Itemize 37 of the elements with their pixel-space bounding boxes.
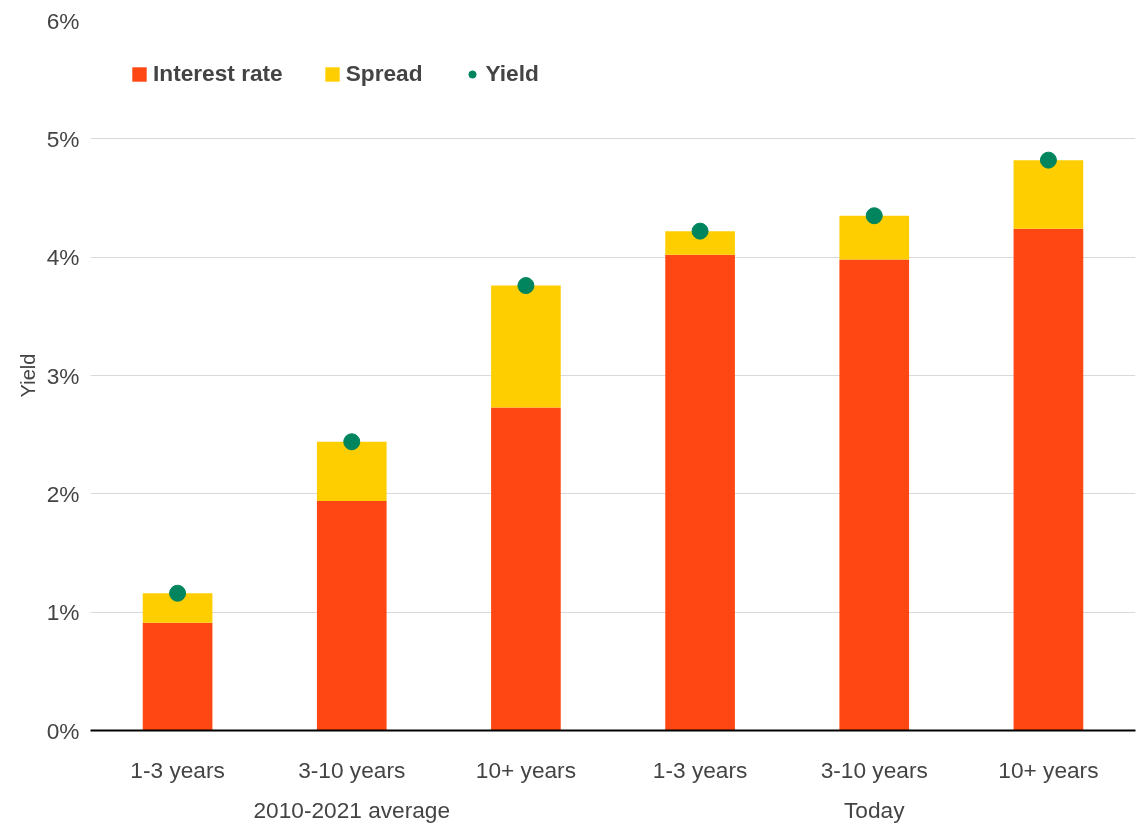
y-tick-label: 6% — [46, 7, 80, 34]
bar — [316, 441, 387, 501]
bar — [316, 500, 387, 731]
x-tick-label: 10+ years — [998, 756, 1099, 783]
legend-label: Spread — [345, 60, 423, 87]
bar — [142, 622, 213, 731]
bar — [1013, 160, 1084, 229]
y-axis-title: Yield — [16, 353, 39, 398]
y-tick-label: 3% — [46, 362, 80, 389]
y-tick-label: 1% — [46, 599, 80, 626]
x-tick-label: 1-3 years — [130, 756, 225, 783]
bar — [142, 593, 213, 623]
point — [517, 277, 535, 295]
x-tick-label: 3-10 years — [820, 756, 928, 783]
text: Today — [844, 796, 906, 823]
bar — [491, 407, 561, 731]
text: 2010-2021 average — [253, 796, 451, 823]
point — [1039, 151, 1057, 169]
point — [343, 433, 361, 451]
point — [691, 222, 709, 240]
x-tick-label: 3-10 years — [298, 756, 406, 783]
legend-label: Yield — [485, 60, 539, 87]
bar — [839, 215, 910, 260]
bar — [665, 231, 735, 255]
y-tick-label: 4% — [46, 244, 80, 271]
bar — [1013, 228, 1084, 731]
y-tick-label: 2% — [46, 480, 80, 507]
bar — [665, 254, 735, 731]
y-tick-label: 5% — [46, 125, 80, 152]
y-tick-label: 0% — [46, 717, 80, 744]
point — [865, 207, 883, 225]
bar — [839, 259, 910, 731]
x-tick-label: 1-3 years — [652, 756, 748, 783]
point — [169, 584, 187, 602]
bar — [491, 285, 561, 408]
x-tick-label: 10+ years — [475, 756, 576, 783]
legend-label: Interest rate — [153, 60, 283, 87]
